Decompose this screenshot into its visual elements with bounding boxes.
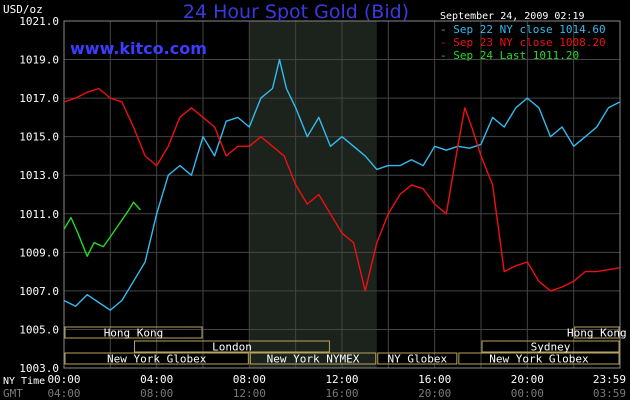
session-label: Sydney [531,341,571,354]
legend-entry: - Sep 22 NY close 1014.60 [440,23,606,36]
x-tick-label-gmt: 12:00 [233,387,266,400]
plot-frame [63,20,621,369]
x-tick-label-ny: 04:00 [140,373,173,386]
series-line-2 [63,87,620,292]
legend-entry: - Sep 23 NY close 1008.20 [440,36,606,49]
x-tick-label-ny: 23:59 [593,373,626,386]
x-tick-label-gmt: 04:00 [47,387,80,400]
y-tick-label: 1021.0 [19,15,59,28]
x-tick-label-gmt: 16:00 [325,387,358,400]
y-tick-label: 1013.0 [19,169,59,182]
x-tick-label-gmt: 00:00 [511,387,544,400]
y-tick-label: 1007.0 [19,285,59,298]
session-bar [574,326,620,339]
session-bar [134,340,330,353]
chart-title: 24 Hour Spot Gold (Bid) [183,1,409,23]
timestamp: September 24, 2009 02:19 [440,11,585,22]
y-tick-label: 1003.0 [19,362,59,375]
x-tick-label-ny: 16:00 [418,373,451,386]
session-label: NY Globex [387,353,447,366]
x-tick-label-ny: 08:00 [233,373,266,386]
y-unit-label: USD/oz [3,3,43,16]
session-bar [377,352,458,365]
y-tick-label: 1017.0 [19,92,59,105]
session-label: Hong Kong [567,327,627,340]
plot-area: 1021.0 1019.0 1017.0 1015.0 1013.0 1011.0 1009… [19,15,626,400]
series-line-1 [63,58,621,311]
y-tick-label: 1011.0 [19,208,59,221]
session-bar [458,352,620,365]
x-tick-label-ny: 20:00 [511,373,544,386]
x-tick-label-ny: 12:00 [325,373,358,386]
session-bar [64,352,249,365]
session-bar [64,326,203,339]
y-tick-label: 1005.0 [19,323,59,336]
session-label: New York Globex [107,353,207,366]
session-label: Hong Kong [104,327,164,340]
nymex-session-band [249,21,377,368]
x-label-ny: NY Time [3,376,45,387]
session-label: New York Globex [489,353,589,366]
x-label-gmt: GMT [3,387,23,400]
session-label: London [212,341,252,354]
x-tick-label-gmt: 03:59 [593,387,626,400]
x-tick-label-gmt: 20:00 [418,387,451,400]
legend: - Sep 22 NY close 1014.60- Sep 23 NY clo… [440,23,606,62]
x-tick-label-ny: 00:00 [47,373,80,386]
y-tick-label: 1009.0 [19,246,59,259]
site-label: www.kitco.com [70,39,207,58]
session-bar [249,352,377,365]
session-bar [481,340,620,353]
y-tick-label: 1019.0 [19,54,59,67]
x-tick-label-gmt: 08:00 [140,387,173,400]
legend-entry: - Sep 24 Last 1011.20 [440,49,579,62]
session-label: New York NYMEX [267,353,360,366]
y-tick-label: 1015.0 [19,131,59,144]
series-line-3 [63,201,141,257]
